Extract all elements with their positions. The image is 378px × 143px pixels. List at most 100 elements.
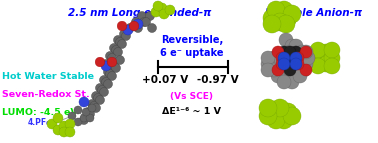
Circle shape [104,80,113,89]
Circle shape [301,51,315,65]
Circle shape [132,17,141,26]
Circle shape [110,43,118,52]
Circle shape [273,63,287,77]
Circle shape [146,11,155,20]
Circle shape [272,64,284,76]
Text: ΔE¹⁻⁶ ~ 1 V: ΔE¹⁻⁶ ~ 1 V [163,107,222,116]
Circle shape [107,57,117,67]
Circle shape [118,39,127,48]
Circle shape [153,1,163,11]
Circle shape [80,114,88,122]
Text: 4.PF₆⁻: 4.PF₆⁻ [28,118,54,127]
Circle shape [116,55,124,64]
Circle shape [285,39,299,53]
Circle shape [279,51,293,65]
Circle shape [277,15,295,33]
Text: -0.97 V: -0.97 V [197,75,239,85]
Circle shape [295,45,309,59]
Circle shape [104,67,113,77]
Circle shape [278,46,290,58]
Circle shape [119,29,129,38]
Circle shape [263,15,281,33]
Circle shape [59,127,69,137]
Circle shape [271,109,289,127]
Circle shape [141,17,150,26]
Circle shape [261,51,275,65]
Circle shape [74,106,82,114]
Circle shape [159,9,169,19]
Circle shape [267,63,281,77]
Circle shape [139,17,149,26]
Circle shape [276,52,288,64]
Circle shape [96,84,104,93]
Circle shape [53,113,63,123]
Circle shape [271,13,289,31]
Circle shape [297,63,311,77]
Circle shape [157,3,167,13]
Circle shape [278,58,290,70]
Circle shape [79,116,88,125]
Circle shape [271,3,289,21]
Circle shape [105,69,115,79]
Text: LUMO: -4.5 eV: LUMO: -4.5 eV [2,108,78,117]
Circle shape [79,97,89,107]
Text: (Vs SCE): (Vs SCE) [170,92,214,101]
Circle shape [275,111,293,129]
Circle shape [113,35,122,44]
Circle shape [82,108,90,116]
Circle shape [278,52,290,64]
Circle shape [275,1,293,19]
Circle shape [267,1,285,19]
Circle shape [101,61,111,71]
Circle shape [310,58,326,74]
Circle shape [300,64,312,76]
Circle shape [85,110,94,119]
Circle shape [279,9,297,27]
Circle shape [259,107,277,125]
Circle shape [279,69,293,83]
Circle shape [324,42,340,58]
Text: Hot Water Stable: Hot Water Stable [2,72,94,81]
Circle shape [107,72,116,81]
Circle shape [285,57,299,71]
Circle shape [299,57,313,71]
Circle shape [91,92,101,101]
Circle shape [289,51,303,65]
Circle shape [123,25,133,35]
Circle shape [151,7,161,17]
Circle shape [261,63,275,77]
Circle shape [283,5,301,23]
Circle shape [291,57,305,71]
Circle shape [318,56,334,72]
Circle shape [90,102,99,111]
Circle shape [117,21,127,31]
Text: Seven-Redox St.: Seven-Redox St. [2,90,90,99]
Circle shape [290,52,302,64]
Circle shape [138,11,147,20]
Circle shape [121,31,130,40]
Circle shape [267,111,285,129]
Circle shape [278,58,290,70]
Circle shape [271,99,289,117]
Circle shape [99,76,108,85]
Circle shape [263,103,281,121]
Circle shape [263,9,281,27]
Circle shape [74,118,82,126]
Circle shape [279,103,297,121]
Circle shape [300,46,312,58]
Circle shape [68,112,76,120]
Circle shape [98,86,107,95]
Circle shape [290,58,302,70]
Circle shape [310,50,326,66]
Circle shape [84,108,93,117]
Circle shape [259,99,277,117]
Circle shape [289,39,303,53]
Circle shape [261,57,275,71]
Text: 2.5 nm Long extended-π: 2.5 nm Long extended-π [68,8,212,18]
Circle shape [299,45,313,59]
Circle shape [47,119,57,129]
Circle shape [267,57,281,71]
Circle shape [293,69,307,83]
Text: Reversible,: Reversible, [161,35,223,45]
Text: 6 e⁻ uptake: 6 e⁻ uptake [160,48,224,58]
